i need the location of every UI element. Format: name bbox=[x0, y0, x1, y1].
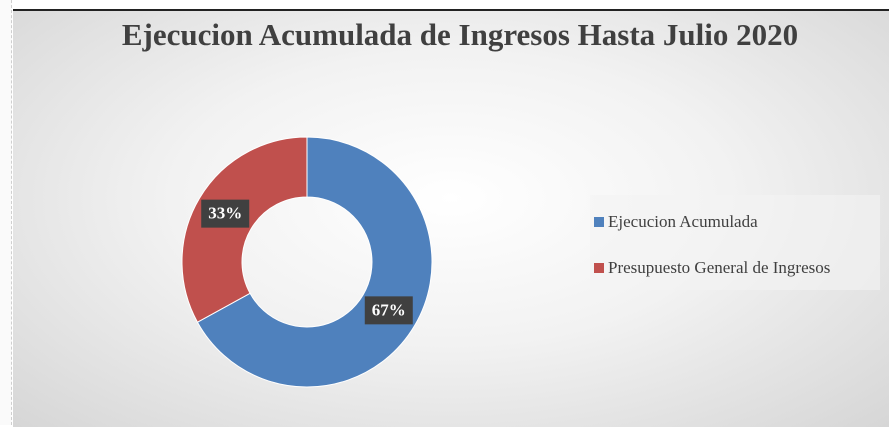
legend-swatch bbox=[594, 217, 604, 227]
legend-label: Ejecucion Acumulada bbox=[608, 212, 758, 231]
chart-title: Ejecucion Acumulada de Ingresos Hasta Ju… bbox=[121, 17, 799, 52]
legend-label: Presupuesto General de Ingresos bbox=[608, 258, 830, 277]
side-strip bbox=[0, 0, 12, 425]
donut-slice bbox=[196, 136, 433, 388]
donut-slice bbox=[181, 136, 308, 323]
data-label: 67% bbox=[372, 300, 406, 319]
data-label: 33% bbox=[208, 204, 242, 223]
legend-swatch bbox=[594, 263, 604, 273]
legend-box bbox=[590, 195, 880, 290]
data-label-box bbox=[201, 199, 250, 228]
data-label-box bbox=[364, 296, 413, 325]
